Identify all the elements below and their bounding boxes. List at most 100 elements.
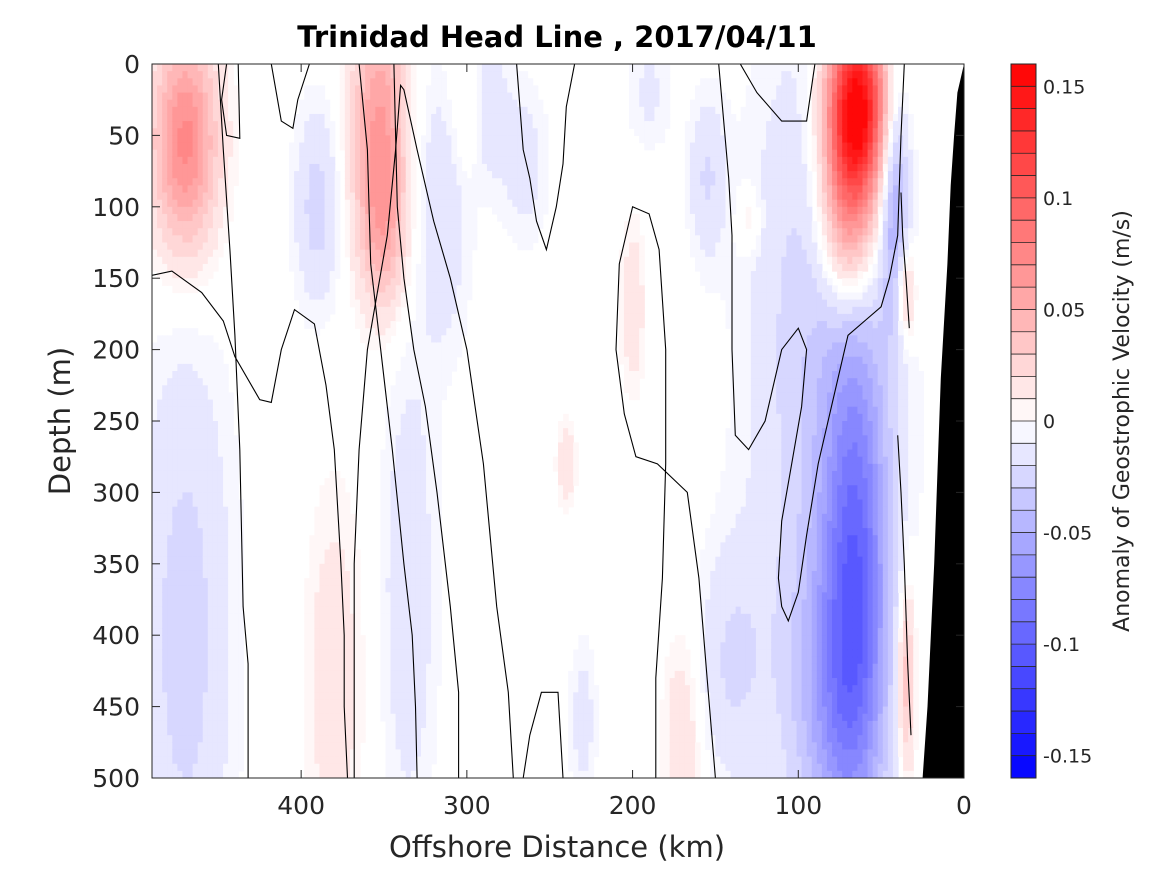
field-cell — [319, 106, 326, 115]
field-cell — [360, 128, 366, 136]
field-cell — [431, 678, 437, 686]
field-cell — [223, 742, 229, 751]
field-cell — [395, 299, 402, 308]
field-cell — [157, 206, 163, 215]
field-cell — [187, 406, 194, 415]
field-cell — [223, 228, 229, 236]
field-cell — [405, 578, 412, 586]
field-cell — [390, 135, 397, 144]
field-cell — [725, 256, 732, 265]
field-cell — [192, 728, 199, 736]
field-cell — [152, 342, 158, 351]
field-cell — [157, 535, 163, 543]
field-cell — [182, 135, 189, 144]
field-cell — [339, 542, 346, 551]
field-cell — [715, 613, 721, 622]
field-cell — [426, 456, 432, 465]
field-cell — [395, 556, 402, 565]
field-cell — [167, 413, 173, 422]
field-cell — [542, 113, 549, 122]
field-cell — [172, 763, 178, 772]
field-cell — [202, 363, 209, 372]
field-cell — [223, 385, 229, 394]
field-cell — [426, 749, 432, 758]
field-cell — [715, 78, 721, 87]
field-cell — [512, 128, 518, 136]
field-cell — [324, 213, 331, 222]
field-cell — [228, 392, 234, 401]
field-cell — [309, 635, 315, 643]
field-cell — [527, 92, 534, 101]
field-cell — [456, 321, 463, 329]
field-cell — [446, 185, 453, 194]
field-cell — [537, 192, 544, 201]
field-cell — [355, 163, 361, 172]
field-cell — [172, 499, 178, 508]
field-cell — [162, 399, 168, 408]
field-cell — [349, 585, 356, 593]
field-cell — [207, 385, 214, 394]
field-cell — [481, 178, 488, 186]
field-cell — [207, 371, 214, 379]
field-cell — [365, 285, 371, 294]
field-cell — [355, 699, 361, 708]
field-cell — [420, 720, 427, 729]
field-cell — [720, 528, 727, 536]
field-cell — [177, 663, 184, 672]
field-cell — [492, 192, 498, 201]
field-cell — [725, 199, 732, 208]
field-cell — [309, 178, 315, 186]
field-cell — [563, 421, 569, 429]
field-cell — [674, 756, 681, 765]
field-cell — [395, 392, 402, 401]
field-cell — [390, 392, 397, 401]
field-cell — [684, 663, 691, 672]
field-cell — [385, 285, 392, 294]
field-cell — [700, 663, 706, 672]
field-cell — [223, 428, 229, 436]
field-cell — [512, 106, 518, 115]
field-cell — [710, 206, 716, 215]
field-cell — [197, 542, 204, 551]
field-cell — [395, 613, 402, 622]
field-cell — [329, 228, 336, 236]
field-cell — [461, 171, 468, 179]
field-cell — [339, 506, 346, 515]
field-cell — [415, 520, 422, 529]
field-cell — [710, 756, 716, 765]
field-cell — [197, 385, 204, 394]
field-cell — [385, 421, 392, 429]
field-cell — [705, 156, 711, 165]
field-cell — [715, 149, 721, 158]
field-cell — [319, 685, 326, 693]
field-cell — [228, 121, 234, 129]
field-cell — [202, 728, 209, 736]
field-cell — [456, 335, 463, 344]
field-cell — [202, 135, 209, 144]
field-cell — [431, 456, 437, 465]
field-cell — [639, 271, 645, 279]
field-cell — [502, 199, 508, 208]
field-cell — [380, 485, 387, 493]
field-cell — [664, 113, 671, 122]
field-cell — [177, 649, 184, 658]
field-cell — [177, 556, 184, 565]
field-cell — [187, 706, 194, 715]
field-cell — [634, 78, 640, 87]
field-cell — [405, 735, 412, 743]
field-cell — [695, 128, 701, 136]
field-cell — [456, 299, 463, 308]
field-cell — [212, 713, 219, 722]
field-cell — [380, 92, 387, 101]
field-cell — [172, 556, 178, 565]
field-cell — [385, 271, 392, 279]
field-cell — [725, 235, 732, 244]
field-cell — [299, 278, 305, 286]
field-cell — [238, 535, 244, 543]
field-cell — [410, 528, 417, 536]
field-cell — [715, 499, 721, 508]
field-cell — [319, 635, 326, 643]
field-cell — [375, 306, 381, 315]
field-cell — [162, 349, 168, 358]
field-cell — [720, 513, 727, 522]
